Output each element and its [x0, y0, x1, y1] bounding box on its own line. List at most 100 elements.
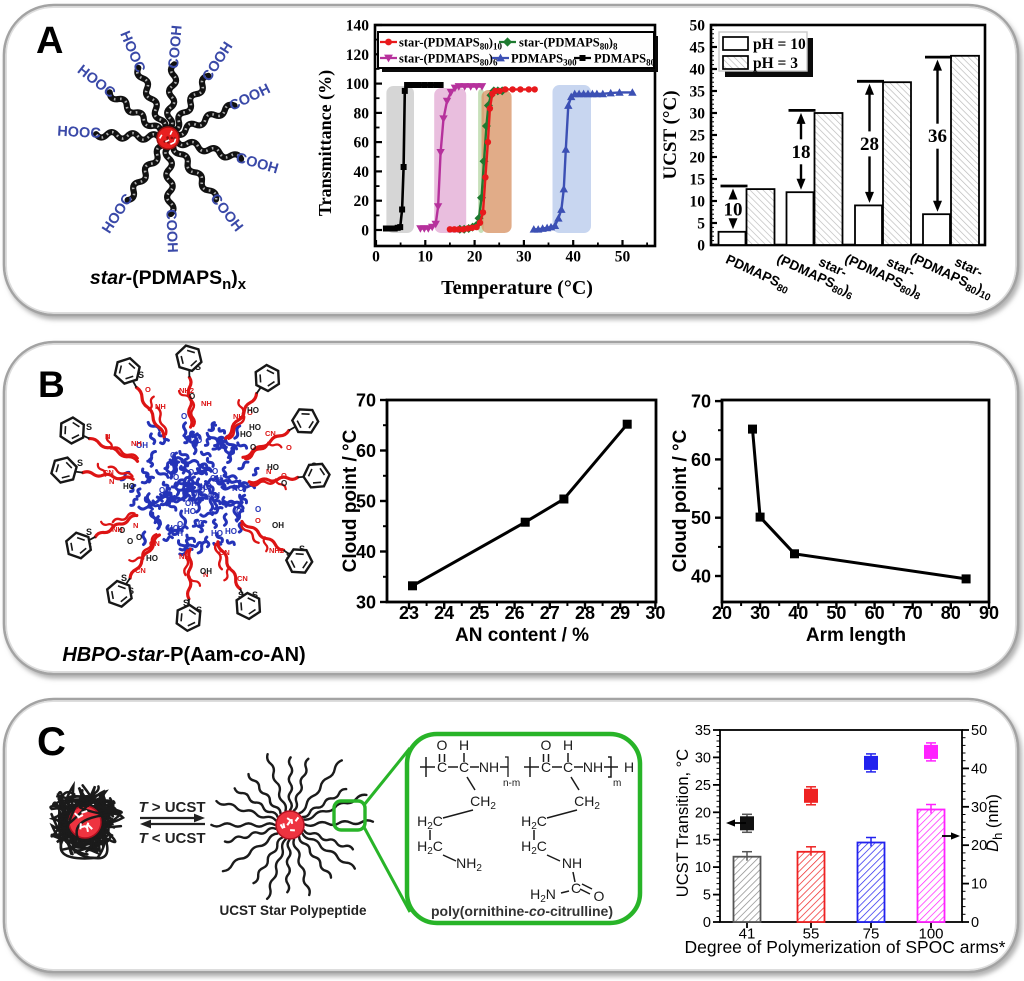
svg-text:5: 5	[703, 888, 711, 904]
svg-text:HO: HO	[197, 483, 209, 492]
svg-text:H: H	[459, 737, 469, 753]
svg-text:H: H	[563, 737, 573, 753]
svg-text:HO: HO	[249, 423, 261, 432]
svg-text:36: 36	[928, 126, 947, 147]
svg-text:HO: HO	[146, 554, 158, 563]
svg-text:n-m: n-m	[503, 778, 520, 789]
svg-text:30: 30	[695, 750, 711, 766]
svg-text:CN: CN	[103, 468, 114, 477]
svg-text:HO: HO	[167, 524, 179, 533]
svg-text:O: O	[188, 468, 194, 477]
svg-text:HO: HO	[232, 484, 244, 493]
svg-text:HO: HO	[225, 527, 237, 536]
svg-text:OH: OH	[171, 529, 183, 538]
svg-text:30: 30	[690, 106, 706, 123]
svg-text:C: C	[37, 720, 66, 764]
svg-text:40: 40	[788, 603, 808, 623]
svg-text:O: O	[177, 520, 183, 529]
svg-text:UCST (°C): UCST (°C)	[660, 90, 681, 179]
svg-text:O: O	[281, 471, 287, 480]
svg-text:55: 55	[803, 926, 820, 943]
svg-text:10: 10	[690, 194, 706, 211]
svg-text:O: O	[281, 479, 287, 488]
svg-text:NH: NH	[562, 855, 582, 871]
svg-text:O: O	[145, 385, 151, 394]
svg-text:30: 30	[971, 800, 987, 816]
svg-text:O: O	[136, 533, 142, 542]
svg-text:OH: OH	[272, 521, 284, 530]
svg-text:75: 75	[863, 926, 880, 943]
svg-text:40: 40	[691, 567, 711, 587]
svg-text:70: 70	[691, 392, 711, 412]
svg-text:HO: HO	[240, 430, 252, 439]
svg-text:100: 100	[918, 926, 943, 943]
svg-text:HO: HO	[123, 482, 135, 491]
svg-text:star-(PDMAPSn)x: star-(PDMAPSn)x	[90, 267, 247, 293]
svg-text:0: 0	[971, 915, 979, 931]
svg-text:C: C	[459, 759, 469, 775]
svg-text:S: S	[138, 370, 144, 380]
svg-text:O: O	[198, 519, 204, 528]
svg-text:10: 10	[695, 860, 711, 876]
svg-text:28: 28	[575, 603, 595, 623]
svg-text:H2C: H2C	[417, 838, 443, 857]
svg-text:N: N	[109, 477, 114, 486]
svg-text:H2C: H2C	[521, 813, 547, 832]
svg-text:10: 10	[971, 877, 987, 893]
svg-text:50: 50	[971, 723, 987, 739]
svg-text:29: 29	[610, 603, 630, 623]
svg-text:O: O	[119, 526, 125, 535]
svg-text:15: 15	[690, 172, 706, 189]
svg-text:C: C	[571, 880, 581, 896]
svg-text:pH = 10: pH = 10	[753, 36, 806, 53]
svg-text:90: 90	[979, 603, 999, 623]
svg-text:COOH: COOH	[166, 25, 186, 70]
svg-text:80: 80	[941, 603, 961, 623]
svg-text:O: O	[166, 471, 172, 480]
svg-text:CN: CN	[149, 539, 160, 548]
svg-text:25: 25	[469, 603, 489, 623]
svg-text:pH = 3: pH = 3	[753, 55, 798, 72]
svg-text:Transmittance (%): Transmittance (%)	[315, 70, 336, 216]
svg-text:20: 20	[354, 193, 370, 210]
svg-text:AN content / %: AN content / %	[455, 625, 589, 646]
svg-text:HO: HO	[267, 463, 279, 472]
svg-text:NH: NH	[112, 525, 123, 534]
svg-text:H2C: H2C	[521, 838, 547, 857]
svg-text:Degree of Polymerization of SP: Degree of Polymerization of SPOC arms*	[685, 937, 1006, 957]
svg-text:Dh (nm): Dh (nm)	[984, 794, 1005, 852]
svg-text:CN: CN	[135, 566, 146, 575]
svg-text:O: O	[286, 443, 292, 452]
svg-text:25: 25	[695, 778, 711, 794]
svg-text:50: 50	[356, 492, 376, 512]
svg-text:OH: OH	[136, 441, 148, 450]
svg-text:60: 60	[354, 135, 370, 152]
svg-text:HO: HO	[184, 507, 196, 516]
svg-text:HO: HO	[211, 529, 223, 538]
svg-text:O: O	[199, 486, 205, 495]
svg-text:50: 50	[691, 508, 711, 528]
svg-text:20: 20	[695, 805, 711, 821]
svg-text:S: S	[195, 362, 201, 372]
svg-text:NH: NH	[155, 402, 166, 411]
svg-text:27: 27	[540, 603, 560, 623]
svg-text:NH: NH	[131, 439, 142, 448]
svg-text:5: 5	[697, 216, 705, 233]
svg-text:O: O	[236, 507, 242, 516]
svg-text:N: N	[266, 467, 271, 476]
svg-text:O: O	[189, 392, 195, 401]
svg-text:H2C: H2C	[417, 813, 443, 832]
svg-text:star-(PDMAPS80)10: star-(PDMAPS80)10	[399, 36, 502, 52]
svg-text:41: 41	[739, 926, 756, 943]
svg-text:O: O	[255, 516, 261, 525]
svg-text:40: 40	[690, 62, 706, 79]
svg-text:S: S	[252, 590, 258, 600]
svg-text:O: O	[127, 537, 133, 546]
svg-text:0: 0	[372, 249, 380, 266]
svg-text:40: 40	[565, 249, 581, 266]
svg-text:T > UCST: T > UCST	[138, 799, 205, 816]
svg-text:S: S	[238, 590, 244, 600]
svg-text:O: O	[250, 443, 256, 452]
svg-text:Cloud point / °C: Cloud point / °C	[670, 429, 691, 572]
svg-text:HOOC: HOOC	[57, 124, 102, 142]
